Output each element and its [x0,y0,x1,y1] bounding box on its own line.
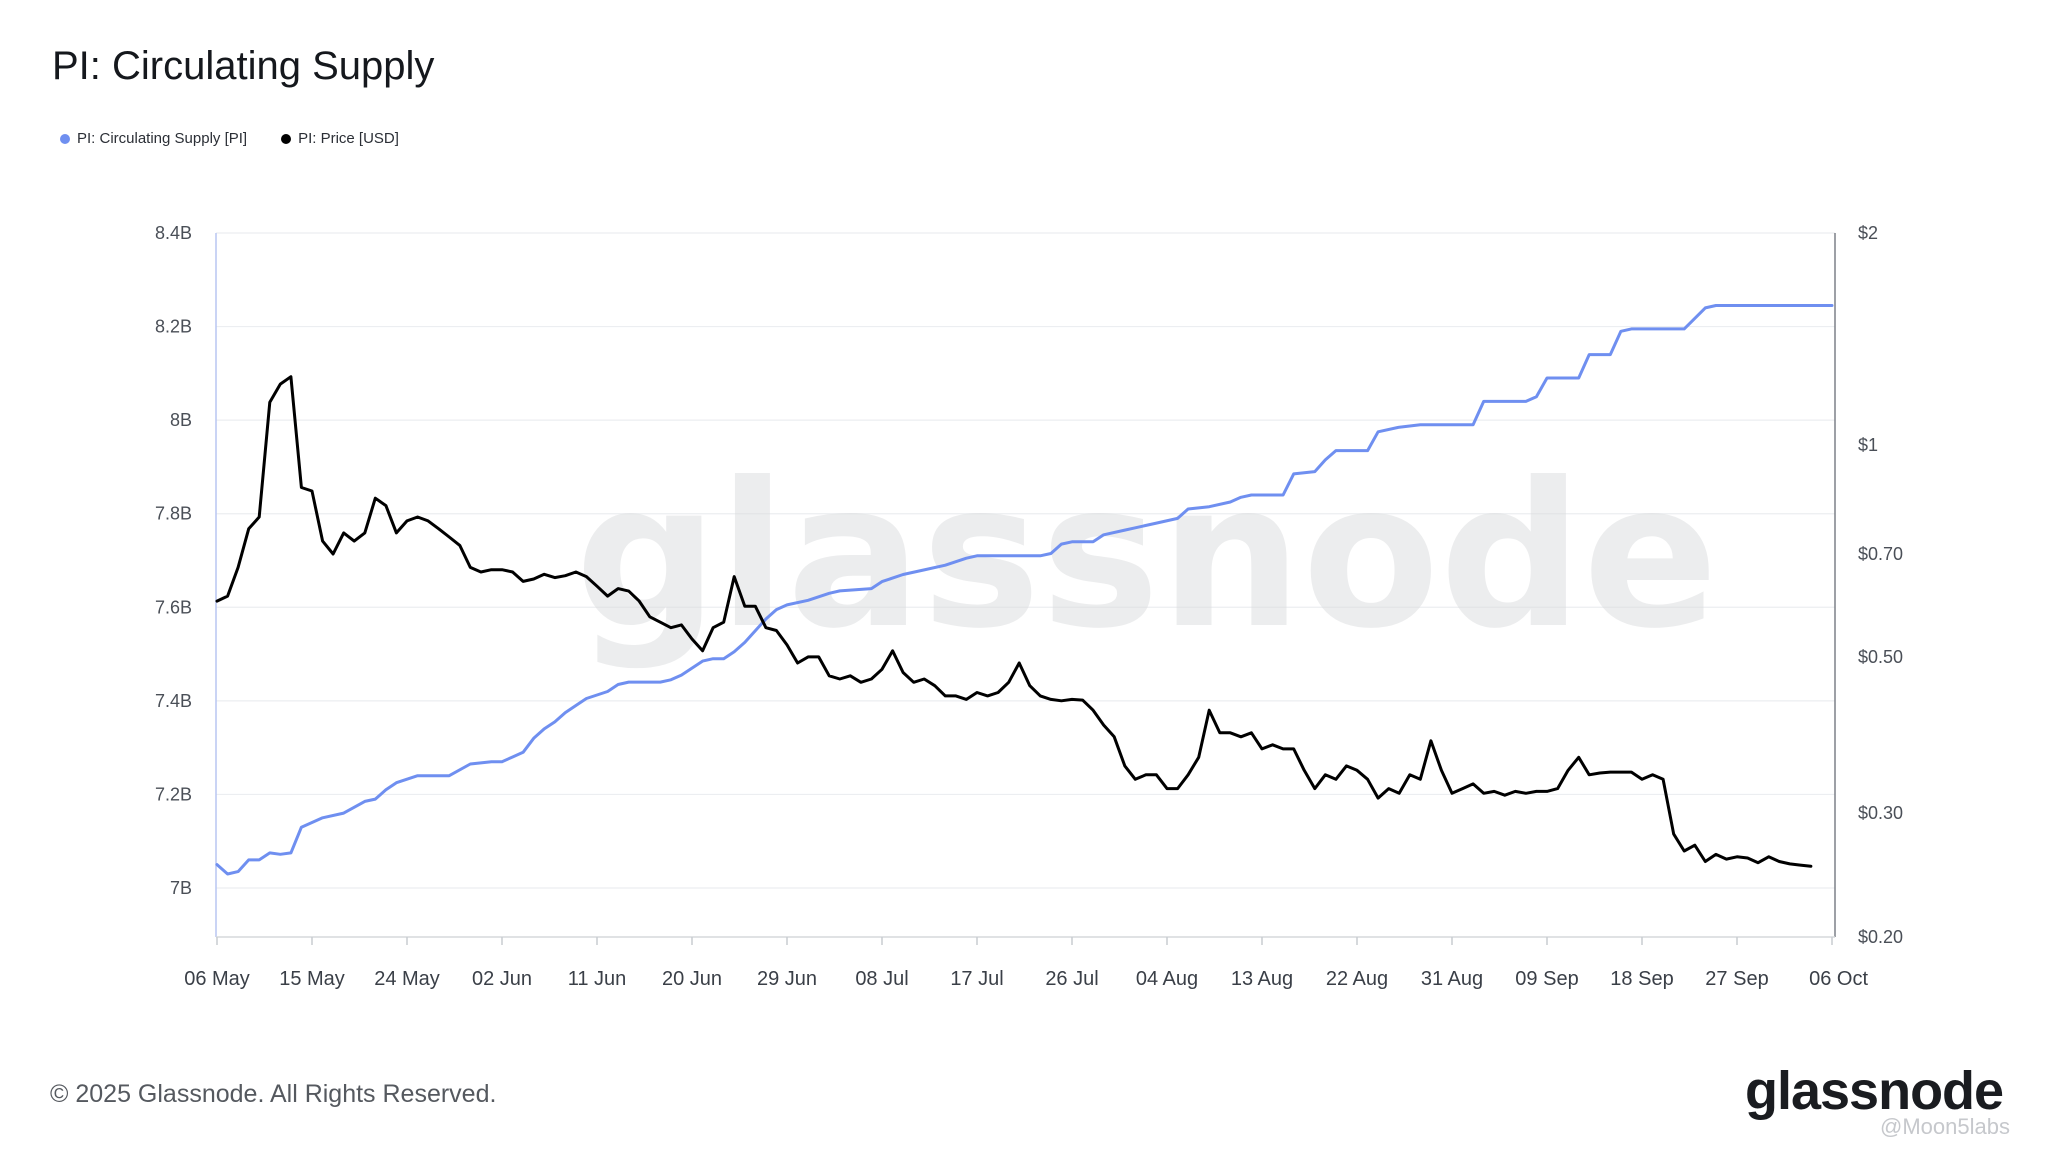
legend-dot-price [281,133,292,144]
legend-item-supply[interactable]: PI: Circulating Supply [PI] [60,130,247,147]
legend-label-price: PI: Price [USD] [298,130,399,147]
x-tick-label: 20 Jun [662,968,722,990]
y-right-tick-label: $0.20 [1858,927,1903,947]
x-tick-label: 18 Sep [1610,968,1673,990]
y-left-tick-label: 7.2B [155,784,192,804]
y-left-tick-label: 7.8B [155,504,192,524]
x-tick-label: 06 Oct [1809,968,1868,990]
x-tick-label: 06 May [184,968,250,990]
x-tick-label: 29 Jun [757,968,817,990]
series-lines [215,304,1834,876]
y-right-tick-label: $0.30 [1858,803,1903,823]
legend-item-price[interactable]: PI: Price [USD] [281,130,399,147]
y-left-tick-label: 8B [170,410,192,430]
x-tick-label: 31 Aug [1421,968,1483,990]
x-tick-label: 13 Aug [1231,968,1293,990]
watermark: glassnode [575,440,1718,673]
y-left-tick-label: 8.2B [155,317,192,337]
y-right-tick-label: $1 [1858,435,1878,455]
glassnode-logo: glassnode [1745,1061,2004,1121]
y-left-tick-label: 7B [170,878,192,898]
x-tick-label: 17 Jul [950,968,1003,990]
x-tick-label: 04 Aug [1136,968,1198,990]
chart-legend: PI: Circulating Supply [PI] PI: Price [U… [60,130,399,147]
legend-label-supply: PI: Circulating Supply [PI] [77,130,248,147]
x-tick-label: 22 Aug [1326,968,1388,990]
tick-labels: 7B 7.2B 7.4B 7.6B 7.8B 8B 8.2B 8.4B $0.20 $0.30 $0… [155,223,1903,990]
x-tick-label: 02 Jun [472,968,532,990]
y-left-tick-label: 8.4B [155,223,192,243]
copyright-text: © 2025 Glassnode. All Rights Reserved. [50,1080,497,1108]
y-left-tick-label: 7.4B [155,691,192,711]
y-right-tick-label: $0.70 [1858,544,1903,564]
y-right-tick-label: $2 [1858,223,1878,243]
x-tick-label: 26 Jul [1045,968,1098,990]
axes [215,233,1836,945]
author-handle: @Moon5labs [1880,1114,2010,1139]
chart-title: PI: Circulating Supply [52,44,435,88]
series-line-circulating-supply[interactable] [215,304,1834,876]
y-right-tick-label: $0.50 [1858,647,1903,667]
y-left-tick-label: 7.6B [155,597,192,617]
x-tick-label: 08 Jul [855,968,908,990]
x-tick-label: 27 Sep [1705,968,1768,990]
x-tick-label: 11 Jun [568,968,627,990]
x-tick-label: 15 May [279,968,345,990]
x-tick-label: 09 Sep [1515,968,1578,990]
gridlines [216,232,1835,889]
x-tick-label: 24 May [374,968,440,990]
legend-dot-supply [60,133,70,144]
series-line-price[interactable] [215,375,1813,868]
